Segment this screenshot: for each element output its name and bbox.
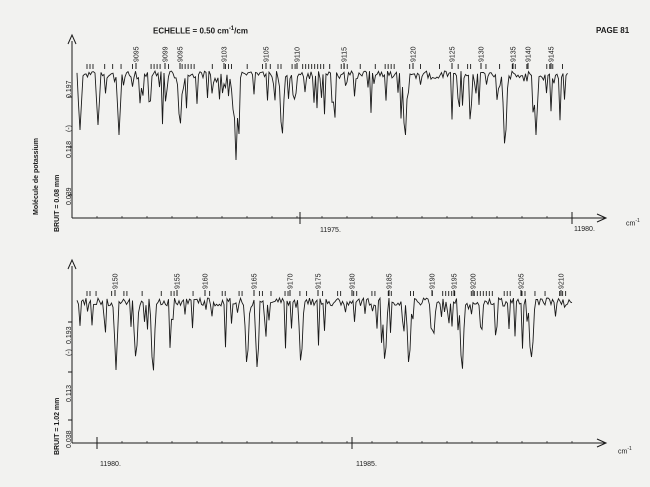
y-axis-arrow-1 <box>67 33 77 45</box>
line-label-1-8: 9125 <box>450 46 457 62</box>
line-label-1-10: 9135 <box>511 46 518 62</box>
x-axis-arrow-2 <box>596 438 608 448</box>
line-label-1-6: 9115 <box>342 47 349 62</box>
line-label-2-6: 9180 <box>350 273 357 289</box>
line-label-1-12: 9145 <box>549 46 556 62</box>
scale-label: ECHELLE = 0.50 cm-1/cm <box>153 26 248 36</box>
x-unit-2: cm-1 <box>618 446 632 455</box>
spectrum-trace-1 <box>76 69 568 161</box>
line-label-2-12: 9210 <box>559 273 566 289</box>
spectrum-trace-2 <box>76 296 573 371</box>
line-label-2-1: 9155 <box>175 273 182 289</box>
page-number: PAGE 81 <box>596 26 630 35</box>
line-label-2-2: 9160 <box>203 273 210 289</box>
line-label-1-3: 9103 <box>222 46 229 62</box>
x-axis-arrow-1 <box>596 213 608 223</box>
line-label-1-7: 9120 <box>411 46 418 62</box>
x-unit-2-text: cm <box>618 448 628 456</box>
x-unit-2-exp: -1 <box>627 446 632 452</box>
line-label-1-4: 9105 <box>264 46 271 62</box>
scale-label-text: ECHELLE = 0.50 cm <box>153 26 229 36</box>
line-label-1-11: 9140 <box>526 46 533 62</box>
y-axis-arrow-2 <box>67 258 77 270</box>
scale-label-exp: -1 <box>228 26 235 32</box>
line-label-2-9: 9195 <box>452 273 459 289</box>
x-unit-1: cm-1 <box>626 218 640 227</box>
line-label-1-2: 9095 <box>178 46 185 62</box>
x-unit-1-text: cm <box>626 220 636 228</box>
line-label-2-0: 9150 <box>113 273 120 289</box>
x-tick-label-2-0: 11980. <box>100 461 121 468</box>
x-tick-label-2-1: 11985. <box>356 461 377 468</box>
x-unit-1-exp: -1 <box>635 218 640 224</box>
line-label-2-8: 9190 <box>430 273 437 289</box>
line-label-2-7: 9185 <box>387 273 394 289</box>
line-label-2-5: 9175 <box>316 273 323 289</box>
x-tick-label-1-0: 11975. <box>320 227 341 234</box>
line-label-2-11: 9205 <box>519 273 526 289</box>
line-label-1-9: 9130 <box>479 46 486 62</box>
line-label-1-0: 9095 <box>134 46 141 62</box>
line-label-2-10: 9200 <box>471 273 478 289</box>
line-label-2-3: 9165 <box>252 273 259 289</box>
scale-label-suffix: /cm <box>234 26 248 36</box>
x-tick-label-1-1: 11980. <box>574 226 595 233</box>
line-label-1-5: 9110 <box>295 47 302 62</box>
line-label-2-4: 9170 <box>288 273 295 289</box>
line-label-1-1: 9099 <box>163 46 170 62</box>
